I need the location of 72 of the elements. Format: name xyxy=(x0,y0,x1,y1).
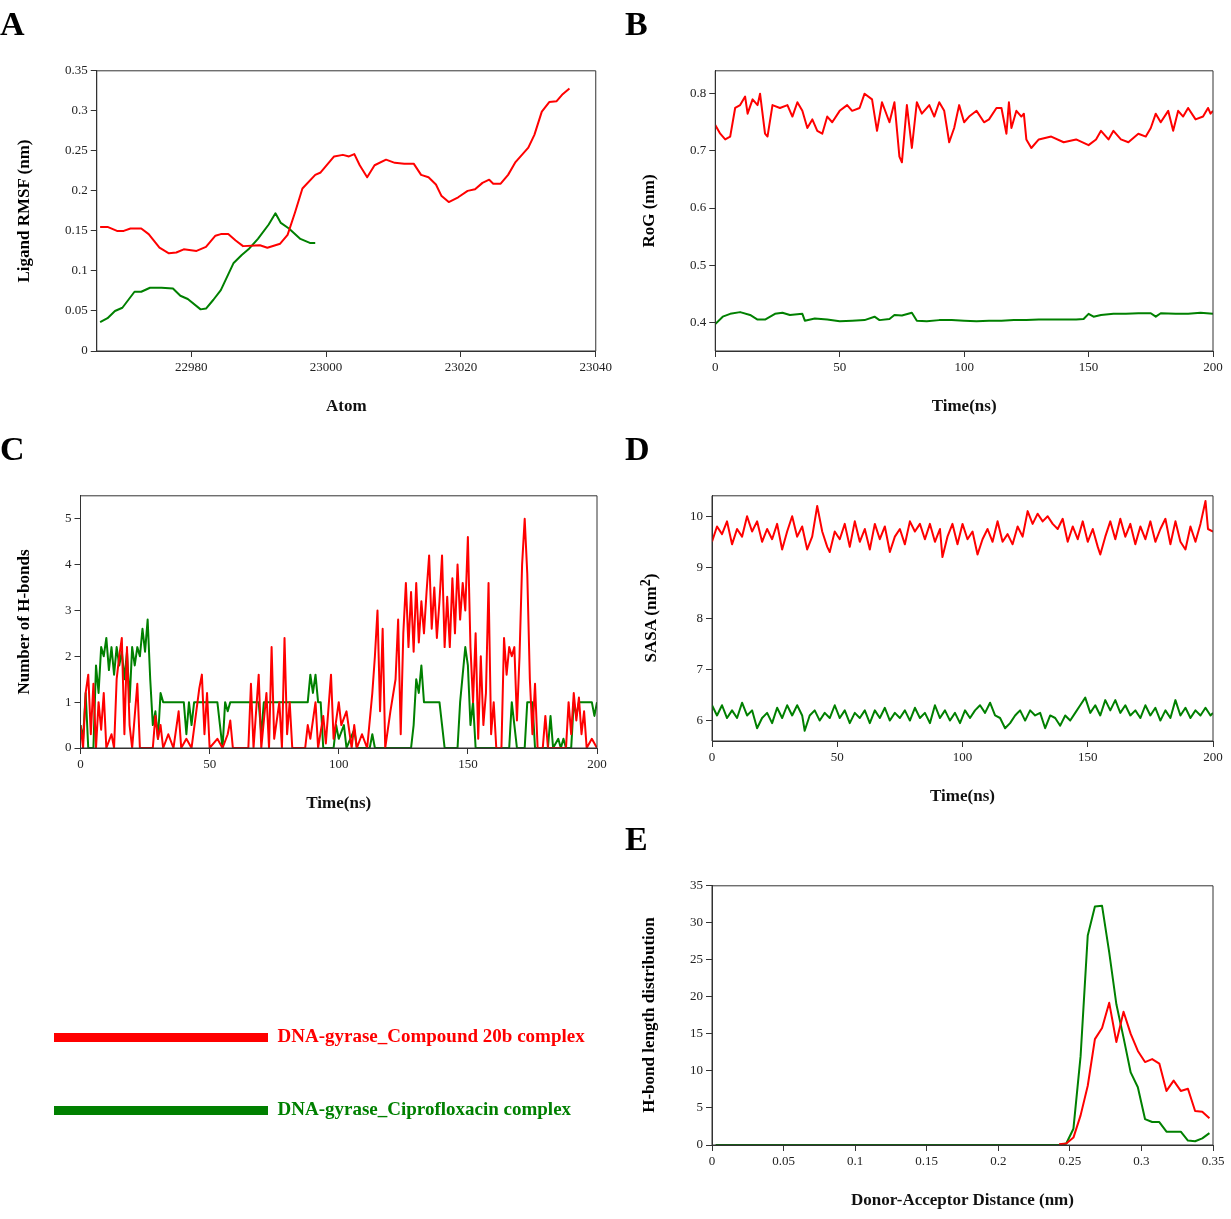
x-tick-label: 23040 xyxy=(579,359,612,375)
x-axis-title: Time(ns) xyxy=(306,793,372,813)
x-tick-label: 200 xyxy=(1203,359,1223,375)
x-tick-label: 23000 xyxy=(309,359,343,375)
chart-title: E xyxy=(625,820,648,858)
x-tick-label: 0.05 xyxy=(772,1153,795,1169)
x-axis-title: Time(ns) xyxy=(930,786,995,806)
x-tick-label: 100 xyxy=(952,749,973,765)
y-tick-label: 0.35 xyxy=(65,62,88,78)
y-tick-label: 0 xyxy=(65,739,72,755)
y-tick-label: 0.5 xyxy=(690,256,707,272)
y-tick-label: 5 xyxy=(696,1099,703,1115)
chart-title: C xyxy=(0,430,25,468)
x-tick-label: 0.25 xyxy=(1058,1153,1082,1169)
chart-title: D xyxy=(625,430,650,468)
x-tick-label: 150 xyxy=(458,756,478,772)
y-tick-label: 10 xyxy=(690,507,703,523)
y-tick-label: 3 xyxy=(65,601,72,617)
y-tick-label: 5 xyxy=(65,510,72,526)
x-tick-label: 50 xyxy=(833,359,847,375)
x-tick-label: 0.1 xyxy=(847,1153,864,1169)
x-axis-title: Time(ns) xyxy=(931,396,997,416)
y-tick-label: 0.15 xyxy=(65,222,88,238)
y-tick-label: 0.05 xyxy=(65,302,88,318)
x-tick-label: 50 xyxy=(830,749,844,765)
y-tick-label: 0.8 xyxy=(690,85,707,101)
y-tick-label: 20 xyxy=(690,988,703,1004)
x-tick-label: 150 xyxy=(1078,359,1099,375)
y-tick-label: 8 xyxy=(696,609,703,625)
y-tick-label: 0 xyxy=(696,1136,703,1152)
x-tick-label: 100 xyxy=(954,359,974,375)
y-tick-label: 9 xyxy=(696,558,703,574)
y-tick-label: 2 xyxy=(65,647,72,663)
x-tick-label: 0 xyxy=(712,359,719,375)
x-tick-label: 100 xyxy=(329,756,349,772)
y-axis-title: RoG (nm) xyxy=(639,174,659,248)
text: DNA-gyrase_Compound 20b complex xyxy=(277,1025,586,1047)
y-tick-label: 10 xyxy=(690,1062,703,1078)
x-tick-label: 22980 xyxy=(174,359,208,375)
x-tick-label: 23020 xyxy=(444,359,478,375)
chart-title: A xyxy=(0,5,25,43)
x-axis-title: Donor-Acceptor Distance (nm) xyxy=(851,1190,1074,1210)
y-tick-label: 0 xyxy=(81,342,88,358)
y-tick-label: 35 xyxy=(690,877,703,893)
x-tick-label: 50 xyxy=(203,756,217,772)
y-tick-label: 0.1 xyxy=(71,262,88,278)
x-tick-label: 150 xyxy=(1078,749,1098,765)
y-axis-title: Ligand RMSF (nm) xyxy=(14,139,34,283)
x-tick-label: 0.15 xyxy=(915,1153,939,1169)
y-tick-label: 0.25 xyxy=(65,142,88,158)
y-tick-label: 15 xyxy=(690,1025,703,1041)
y-tick-label: 1 xyxy=(65,693,72,709)
text: DNA-gyrase_Ciprofloxacin complex xyxy=(277,1098,572,1120)
y-tick-label: 0.3 xyxy=(71,102,88,118)
chart-title: B xyxy=(625,5,648,43)
y-axis-title: H-bond length distribution xyxy=(639,917,659,1114)
y-tick-label: 0.4 xyxy=(690,313,707,329)
x-tick-label: 200 xyxy=(1203,749,1223,765)
y-axis-title: Number of H-bonds xyxy=(14,549,34,695)
y-tick-label: 0.7 xyxy=(690,142,707,158)
y-tick-label: 6 xyxy=(696,711,704,727)
x-tick-label: 0.2 xyxy=(990,1153,1007,1169)
x-tick-label: 0.3 xyxy=(1133,1153,1150,1169)
y-tick-label: 0.6 xyxy=(690,199,707,215)
y-tick-label: 7 xyxy=(696,660,704,676)
y-tick-label: 4 xyxy=(65,556,72,571)
x-tick-label: 0.35 xyxy=(1201,1153,1225,1169)
y-tick-label: 30 xyxy=(690,914,703,930)
x-tick-label: 200 xyxy=(587,756,607,772)
y-tick-label: 0.2 xyxy=(71,182,88,198)
x-axis-title: Atom xyxy=(325,396,367,416)
y-tick-label: 25 xyxy=(690,951,703,967)
